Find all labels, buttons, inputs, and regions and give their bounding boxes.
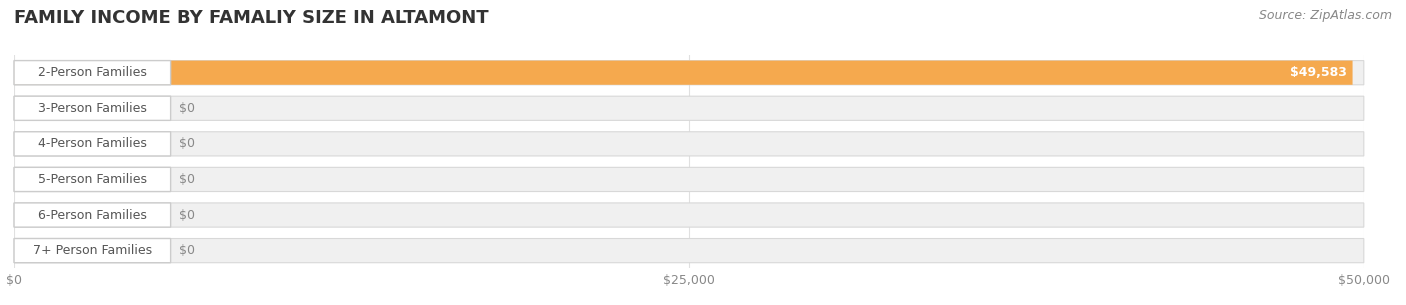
Text: 4-Person Families: 4-Person Families: [38, 137, 146, 150]
FancyBboxPatch shape: [14, 61, 170, 85]
Text: Source: ZipAtlas.com: Source: ZipAtlas.com: [1258, 9, 1392, 22]
FancyBboxPatch shape: [14, 203, 170, 227]
Text: 7+ Person Families: 7+ Person Families: [32, 244, 152, 257]
Text: 6-Person Families: 6-Person Families: [38, 209, 146, 221]
FancyBboxPatch shape: [14, 167, 1364, 192]
Text: $0: $0: [179, 102, 194, 115]
Text: $0: $0: [179, 209, 194, 221]
FancyBboxPatch shape: [14, 61, 1353, 85]
Text: 3-Person Families: 3-Person Families: [38, 102, 146, 115]
FancyBboxPatch shape: [14, 239, 170, 263]
FancyBboxPatch shape: [14, 167, 170, 192]
Text: 2-Person Families: 2-Person Families: [38, 66, 146, 79]
FancyBboxPatch shape: [14, 239, 1364, 263]
Text: $0: $0: [179, 137, 194, 150]
FancyBboxPatch shape: [14, 61, 1364, 85]
FancyBboxPatch shape: [14, 96, 1364, 120]
FancyBboxPatch shape: [14, 96, 170, 120]
Text: $0: $0: [179, 173, 194, 186]
FancyBboxPatch shape: [14, 203, 1364, 227]
Text: $49,583: $49,583: [1291, 66, 1347, 79]
FancyBboxPatch shape: [14, 132, 1364, 156]
Text: $0: $0: [179, 244, 194, 257]
Text: FAMILY INCOME BY FAMALIY SIZE IN ALTAMONT: FAMILY INCOME BY FAMALIY SIZE IN ALTAMON…: [14, 9, 489, 27]
FancyBboxPatch shape: [14, 132, 170, 156]
Text: 5-Person Families: 5-Person Families: [38, 173, 146, 186]
